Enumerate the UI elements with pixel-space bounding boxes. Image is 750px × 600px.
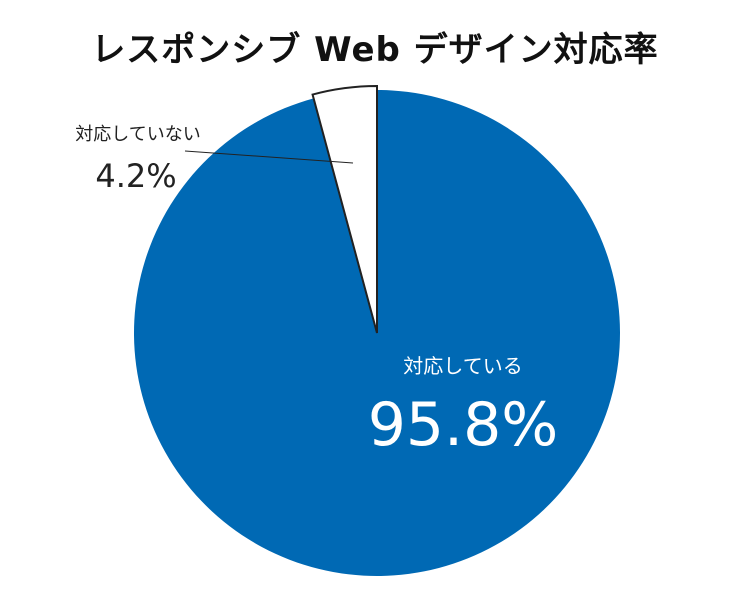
slice-not-supported — [311, 84, 378, 334]
chart-title: レスポンシブ Web デザイン対応率 — [91, 30, 659, 70]
slice-label-not-supported: 対応していない — [75, 124, 200, 145]
slice-label-supported: 対応している — [403, 354, 522, 378]
slice-value-supported: 95.8% — [368, 390, 559, 460]
leader-line — [184, 150, 354, 164]
slice-value-not-supported: 4.2% — [95, 157, 176, 195]
pie-slices — [133, 84, 620, 576]
